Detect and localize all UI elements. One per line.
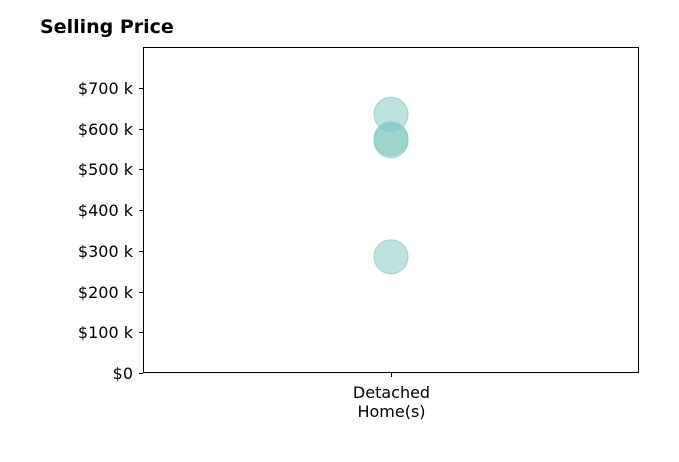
y-tick-label: $200 k	[78, 283, 134, 302]
y-tick-label: $500 k	[78, 160, 134, 179]
data-points	[373, 96, 409, 275]
y-tick-label: $0	[113, 364, 133, 383]
x-tick-label: Detached Home(s)	[353, 383, 430, 421]
x-tick-label-line: Home(s)	[357, 402, 425, 421]
x-axis: Detached Home(s)	[353, 373, 430, 421]
x-tick-label-line: Detached	[353, 383, 430, 402]
data-point	[373, 123, 409, 159]
y-tick-label: $300 k	[78, 242, 134, 261]
y-tick-label: $600 k	[78, 120, 134, 139]
y-tick-label: $700 k	[78, 79, 134, 98]
data-point	[373, 239, 409, 275]
plot-frame	[143, 47, 639, 373]
y-tick-label: $100 k	[78, 323, 134, 342]
chart-title: Selling Price	[40, 16, 174, 38]
y-tick-label: $400 k	[78, 201, 134, 220]
y-axis: $0 $100 k $200 k $300 k $400 k $500 k $600 k $7…	[78, 79, 143, 383]
